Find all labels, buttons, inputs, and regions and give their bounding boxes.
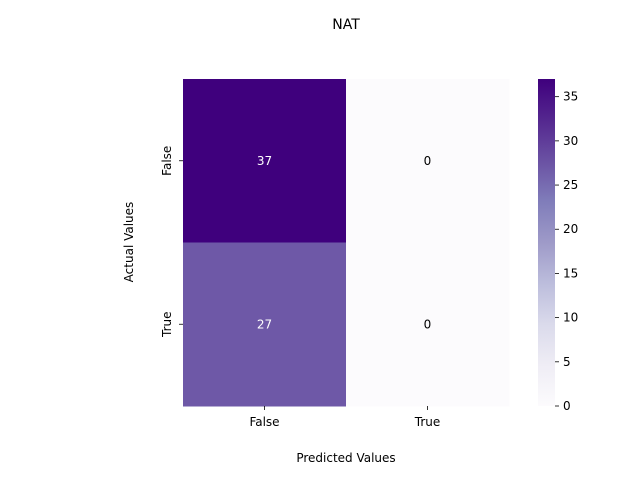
heatmap-cell (183, 79, 347, 243)
colorbar-tick-label: 10 (563, 311, 578, 325)
heatmap-cell (346, 242, 510, 407)
colorbar-ticks: 0 5 10 15 20 25 30 35 (555, 90, 578, 413)
chart-title: NAT (332, 17, 360, 33)
heatmap-cell-labels: 37 0 27 0 (257, 154, 431, 332)
colorbar-tick-label: 35 (563, 90, 578, 104)
x-axis-label: Predicted Values (296, 451, 395, 465)
x-tick-label: True (414, 415, 441, 429)
x-tick-label: False (249, 415, 279, 429)
colorbar-tick-label: 25 (563, 178, 578, 192)
heatmap-cell-value: 0 (424, 154, 432, 168)
x-axis-ticks: False True (249, 406, 440, 429)
y-axis-ticks: False True (160, 146, 183, 338)
colorbar-tick-label: 20 (563, 222, 578, 236)
colorbar-tick-label: 30 (563, 134, 578, 148)
colorbar-tick-label: 5 (563, 355, 571, 369)
heatmap-cell-value: 27 (257, 317, 272, 331)
y-tick-label: False (160, 146, 174, 176)
y-axis-label: Actual Values (122, 202, 136, 283)
heatmap-cells (183, 79, 510, 407)
heatmap-cell-value: 37 (257, 154, 272, 168)
heatmap-cell-value: 0 (424, 317, 432, 331)
heatmap-cell (183, 242, 347, 407)
colorbar-tick-label: 0 (563, 399, 571, 413)
heatmap-cell (346, 79, 510, 243)
colorbar (538, 79, 555, 406)
y-tick-label: True (160, 312, 174, 339)
colorbar-tick-label: 15 (563, 266, 578, 280)
